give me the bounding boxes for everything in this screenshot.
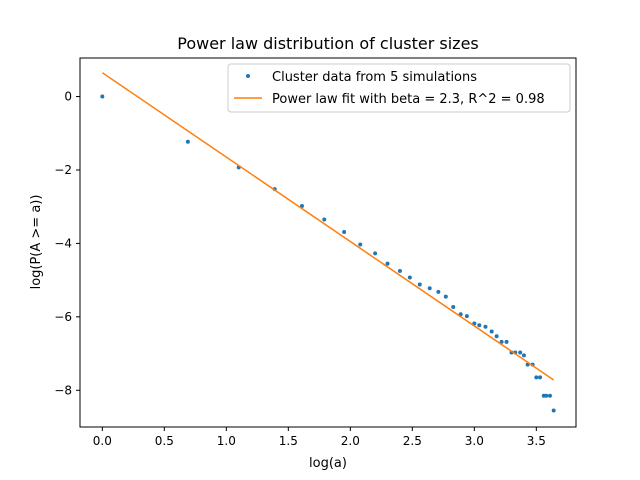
data-point xyxy=(436,289,441,294)
data-point xyxy=(544,393,549,398)
data-point xyxy=(417,282,422,287)
x-tick-label: 1.0 xyxy=(217,434,236,448)
data-point xyxy=(443,294,448,299)
data-point xyxy=(407,275,412,280)
y-tick-label: −6 xyxy=(54,310,72,324)
legend: Cluster data from 5 simulations Power law… xyxy=(227,63,571,113)
data-point xyxy=(483,324,488,329)
data-point xyxy=(427,286,432,291)
legend-dot-marker xyxy=(246,74,250,78)
x-axis-label: log(a) xyxy=(309,456,347,471)
legend-box xyxy=(227,63,571,113)
y-tick-label: −2 xyxy=(54,163,72,177)
data-point xyxy=(489,329,494,334)
data-point xyxy=(100,94,105,99)
fit-line xyxy=(101,72,555,381)
data-point xyxy=(358,242,363,247)
x-tick-label: 0.0 xyxy=(93,434,112,448)
legend-entry-label: Cluster data from 5 simulations xyxy=(272,70,477,85)
x-tick-label: 2.5 xyxy=(403,434,422,448)
x-tick-label: 1.5 xyxy=(279,434,298,448)
data-point xyxy=(551,408,556,413)
data-point xyxy=(373,251,378,256)
data-point xyxy=(504,339,509,344)
x-tick-label: 3.5 xyxy=(527,434,546,448)
y-tick-label: −4 xyxy=(54,236,72,250)
y-tick-label: 0 xyxy=(64,90,72,104)
data-point xyxy=(499,339,504,344)
data-point xyxy=(547,393,552,398)
data-point xyxy=(534,375,539,380)
x-tick-label: 0.5 xyxy=(155,434,174,448)
data-point xyxy=(494,334,499,339)
data-point xyxy=(397,268,402,273)
data-point xyxy=(518,350,523,355)
chart-title: Power law distribution of cluster sizes xyxy=(177,34,479,53)
data-point xyxy=(342,230,347,235)
data-point xyxy=(521,353,526,358)
data-point xyxy=(451,304,456,309)
x-tick-label: 2.0 xyxy=(341,434,360,448)
data-point xyxy=(299,203,304,208)
legend-entry-label: Power law fit with beta = 2.3, R^2 = 0.9… xyxy=(272,92,545,107)
data-point xyxy=(185,139,190,144)
data-point xyxy=(477,323,482,328)
y-axis-label: log(P(A >= a)) xyxy=(29,195,44,290)
data-point xyxy=(322,217,327,222)
x-tick-label: 3.0 xyxy=(465,434,484,448)
y-tick-label: −8 xyxy=(54,383,72,397)
data-point xyxy=(385,261,390,266)
axes-frame xyxy=(79,57,577,428)
plot-area: 0.0 0.5 1.0 1.5 2.0 2.5 3.0 3.5 0 −2 −4 −6 −8 xyxy=(54,57,577,448)
data-point xyxy=(538,375,543,380)
data-point xyxy=(464,314,469,319)
